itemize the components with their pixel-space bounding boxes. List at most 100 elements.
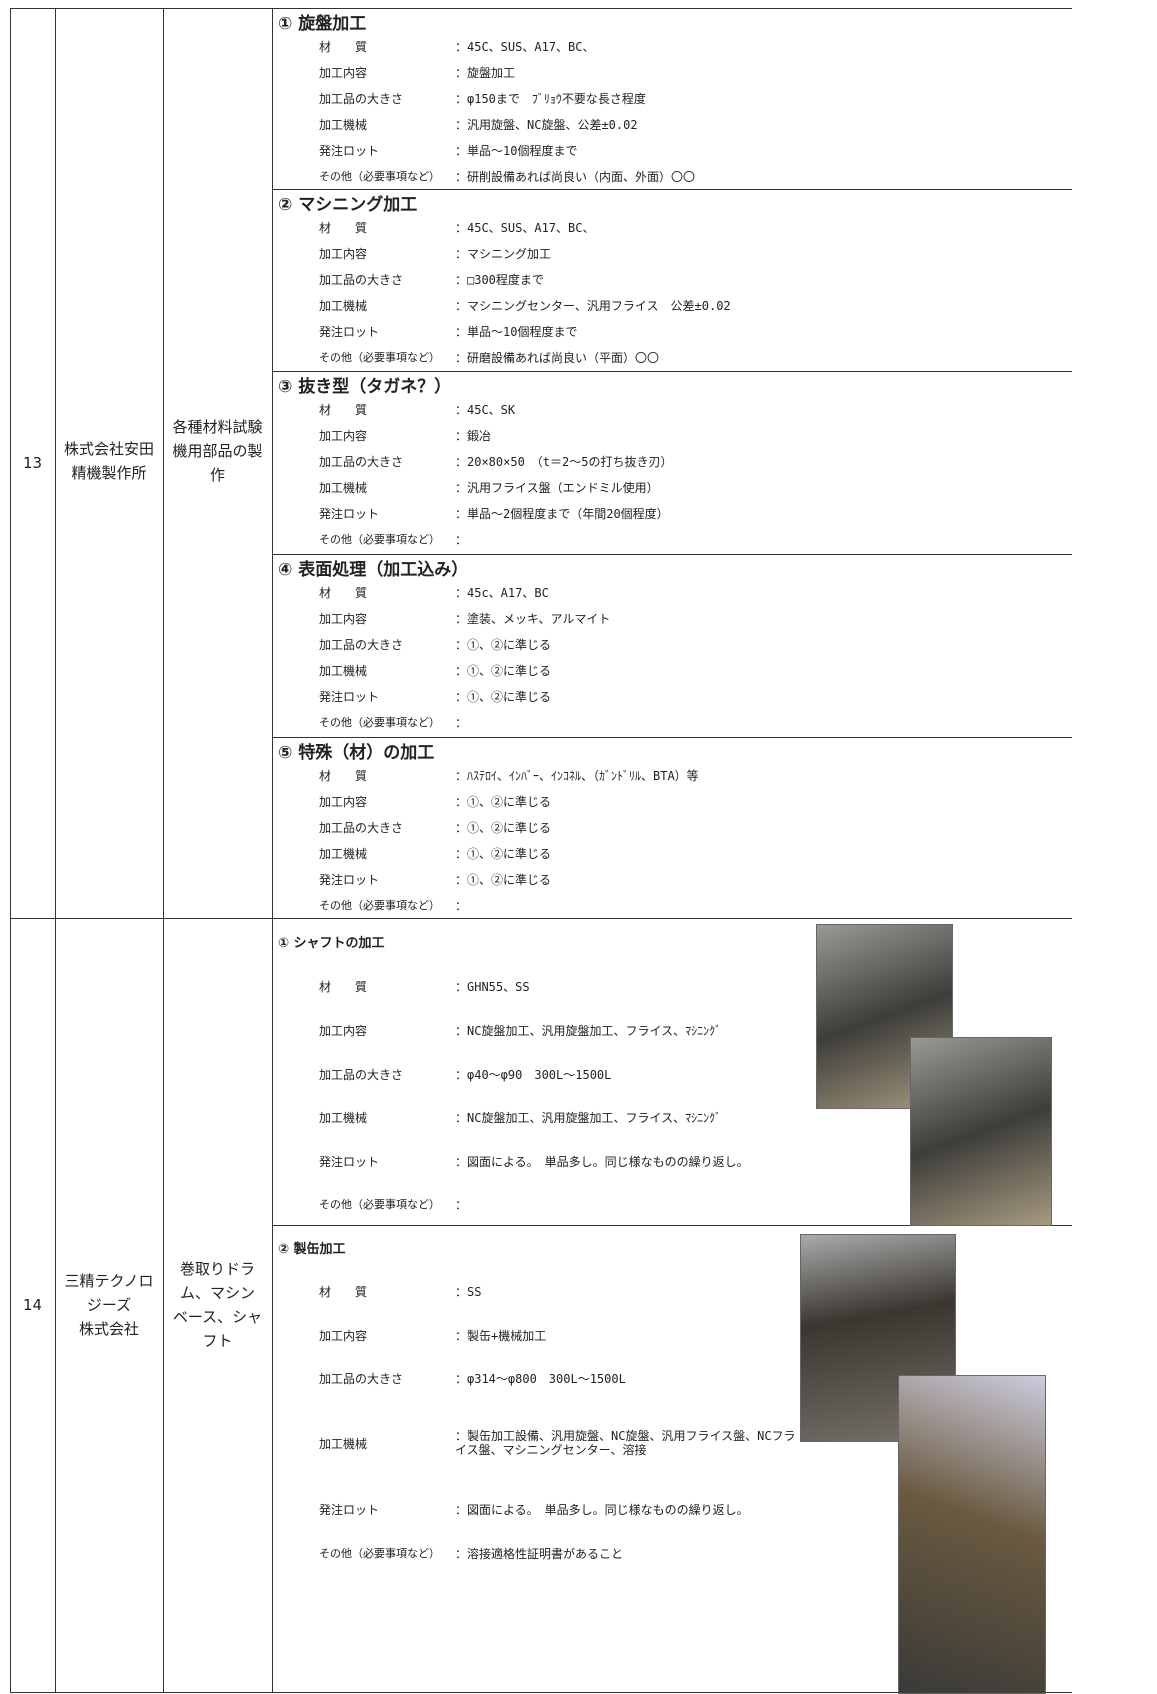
item-label: 発注ロット [319, 690, 380, 704]
item-value: ：図面による。 単品多し。同じ様なものの繰り返し。 [455, 1155, 749, 1169]
item-label: その他（必要事項など） [319, 170, 440, 183]
description: ベース、シャ [172, 1308, 263, 1326]
item-label: 加工内容 [319, 66, 368, 80]
company-name: 精機製作所 [71, 464, 147, 482]
item-label: その他（必要事項など） [319, 899, 440, 912]
item-label: 発注ロット [319, 1503, 380, 1517]
item-value: ：単品～2個程度まで（年間20個程度） [455, 507, 669, 521]
item-value: ：ﾊｽﾃﾛｲ、ｲﾝﾊﾞｰ、ｲﾝｺﾈﾙ、（ｶﾞﾝﾄﾞﾘﾙ、BTA）等 [455, 769, 699, 783]
item-label: 加工内容 [319, 429, 368, 443]
item-label: 発注ロット [319, 507, 380, 521]
item-value: ：溶接適格性証明書があること [455, 1547, 624, 1561]
company-name: 三精テクノロ [64, 1272, 154, 1290]
description: 巻取りドラ [179, 1260, 255, 1278]
item-value: ：製缶加工設備、汎用旋盤、NC旋盤、汎用フライス盤、NCフライス盤、マシニングセ… [455, 1429, 796, 1457]
item-label: 材 質 [319, 40, 368, 54]
description: 機用部品の製 [172, 442, 263, 460]
item-value: ：単品～10個程度まで [455, 144, 578, 158]
item-label: 材 質 [319, 221, 368, 235]
item-value: ：マシニング加工 [455, 247, 552, 261]
item-value: ：45c、A17、BC [455, 586, 549, 600]
item-value: ：φ150まで ﾌﾞﾘｮｳ不要な長さ程度 [455, 92, 646, 106]
border-line [55, 8, 56, 1692]
description: ム、マシン [179, 1284, 255, 1302]
border-line [272, 1225, 1072, 1226]
item-value: ：□300程度まで [455, 273, 544, 287]
item-value: ：20×80×50 （t＝2～5の打ち抜き刃） [455, 455, 673, 469]
item-label: 加工品の大きさ [319, 1372, 404, 1386]
item-value: ：φ314～φ800 300L～1500L [455, 1372, 626, 1386]
section-title: ③ 抜き型（タガネ？） [278, 377, 452, 397]
section-title: ② マシニング加工 [278, 195, 418, 215]
item-label: 加工品の大きさ [319, 821, 404, 835]
section-title: ① シャフトの加工 [278, 936, 385, 951]
border-line [10, 8, 1072, 9]
item-value: ：45C、SUS、A17、BC、 [455, 221, 595, 235]
item-label: その他（必要事項など） [319, 351, 440, 364]
company-name: 株式会社 [78, 1320, 139, 1338]
section-title: ② 製缶加工 [278, 1242, 346, 1257]
description: 作 [209, 466, 225, 484]
item-value: ：①、②に準じる [455, 690, 552, 704]
item-label: 材 質 [319, 769, 368, 783]
border-line [163, 8, 164, 1692]
item-value: ：SS [455, 1285, 482, 1299]
item-label: 加工機械 [319, 1437, 368, 1451]
item-label: 発注ロット [319, 144, 380, 158]
item-label: その他（必要事項など） [319, 1198, 440, 1211]
item-label: 加工機械 [319, 299, 368, 313]
item-value: ：塗装、メッキ、アルマイト [455, 612, 611, 626]
item-label: 加工内容 [319, 795, 368, 809]
item-value: ：GHN55、SS [455, 980, 530, 994]
item-value: ：汎用旋盤、NC旋盤、公差±0.02 [455, 118, 638, 132]
item-label: 加工品の大きさ [319, 1068, 404, 1082]
item-label: 加工機械 [319, 481, 368, 495]
item-label: 加工品の大きさ [319, 92, 404, 106]
item-value: ：①、②に準じる [455, 795, 552, 809]
item-label: 材 質 [319, 403, 368, 417]
item-label: 加工内容 [319, 1329, 368, 1343]
item-value: ：φ40～φ90 300L～1500L [455, 1068, 612, 1082]
item-label: 発注ロット [319, 873, 380, 887]
item-value: ：NC旋盤加工、汎用旋盤加工、フライス、ﾏｼﾆﾝｸﾞ [455, 1111, 722, 1125]
item-value: ：①、②に準じる [455, 821, 552, 835]
item-value: ：マシニングセンター、汎用フライス 公差±0.02 [455, 299, 731, 313]
border-line [272, 554, 1072, 555]
section-title: ④ 表面処理（加工込み） [278, 560, 469, 580]
item-value: ：製缶+機械加工 [455, 1329, 547, 1343]
item-value: ： [455, 899, 468, 913]
item-value: ：単品～10個程度まで [455, 325, 578, 339]
description: フト [202, 1332, 233, 1350]
item-value: ：研磨設備あれば尚良い（平面）〇〇 [455, 351, 660, 365]
item-label: 材 質 [319, 980, 368, 994]
border-line [272, 8, 273, 1692]
item-value: ：①、②に準じる [455, 638, 552, 652]
photo [898, 1375, 1046, 1694]
border-line [272, 189, 1072, 190]
border-line [10, 918, 1072, 919]
row-number: 13 [22, 454, 43, 472]
item-value: ：研削設備あれば尚良い（内面、外面）〇〇 [455, 170, 696, 184]
item-label: 加工内容 [319, 247, 368, 261]
description: 各種材料試験 [172, 418, 263, 436]
item-label: 加工機械 [319, 664, 368, 678]
section-title: ⑤ 特殊（材）の加工 [278, 743, 435, 763]
item-label: 発注ロット [319, 325, 380, 339]
item-value: ：汎用フライス盤（エンドミル使用） [455, 481, 659, 495]
item-value: ：45C、SK [455, 403, 516, 417]
item-value: ：①、②に準じる [455, 664, 552, 678]
item-label: 加工品の大きさ [319, 455, 404, 469]
item-label: 加工機械 [319, 847, 368, 861]
item-value: ：45C、SUS、A17、BC、 [455, 40, 595, 54]
item-label: 材 質 [319, 586, 368, 600]
item-value: ：①、②に準じる [455, 847, 552, 861]
item-label: 加工内容 [319, 612, 368, 626]
photo [910, 1037, 1052, 1226]
item-label: その他（必要事項など） [319, 1547, 440, 1560]
item-label: 加工品の大きさ [319, 638, 404, 652]
item-label: 加工機械 [319, 1111, 368, 1125]
item-value: ：図面による。 単品多し。同じ様なものの繰り返し。 [455, 1503, 749, 1517]
item-label: 加工内容 [319, 1024, 368, 1038]
row-number: 14 [22, 1296, 43, 1314]
